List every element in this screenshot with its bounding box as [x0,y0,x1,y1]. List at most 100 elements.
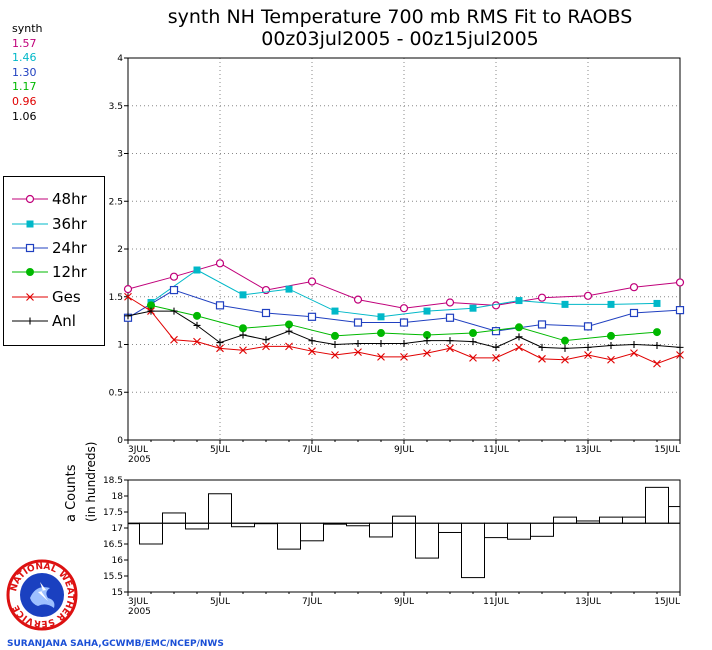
point-36hr [331,307,339,315]
legend-label-24hr: 24hr [52,239,87,257]
point-anl [676,343,684,351]
summary-stats: synth 1.57 1.46 1.30 1.17 0.96 1.06 [12,22,43,124]
point-anl [262,336,270,344]
point-24hr [215,301,225,310]
point-ges [308,347,316,356]
point-48hr [123,285,133,294]
logo-text: NATIONAL WEATHER SERVICE [9,562,75,628]
point-24hr [307,312,317,321]
point-ges [147,307,155,315]
point-12hr [653,328,661,337]
count-bar [185,522,209,530]
point-12hr [147,301,155,310]
count-bar [254,522,278,525]
count-bar [323,522,347,525]
point-anl [446,337,454,345]
point-anl [607,341,615,349]
series-line-ges [127,296,681,365]
counts-x-tick-label: 15JUL [654,597,680,607]
point-anl [423,337,431,345]
point-48hr [307,277,317,286]
point-36hr [515,297,523,305]
counts-y-tick-label: 17.5 [103,508,123,518]
point-48hr [583,291,593,300]
y-tick-label: 2.5 [109,197,123,207]
point-ges [607,355,615,364]
point-48hr [491,301,501,310]
point-ges [446,344,454,353]
stat-ges: 0.96 [12,94,37,108]
point-48hr [537,293,547,302]
point-anl [216,339,224,347]
point-12hr [193,311,201,320]
count-bar [645,486,669,524]
counts-y-tick-label: 16.5 [103,540,123,550]
point-24hr [445,313,455,322]
counts-x-tick-label: 9JUL [394,597,414,607]
x-tick-label: 3JUL [128,445,148,455]
legend-marker-24hr [25,243,35,253]
credit-line: SURANJANA SAHA,GCWMB/EMC/NCEP/NWS [7,639,224,649]
counts-x-tick-sublabel: 2005 [128,607,151,617]
stats-label: synth [12,22,43,35]
plot-frame [127,57,681,441]
point-ges [515,343,523,352]
point-anl [331,341,339,348]
point-ges [262,342,270,351]
legend-marker-ges [26,293,34,301]
chart-date-range: 00z03jul2005 - 00z15jul2005 [261,28,539,50]
point-48hr [215,259,225,268]
stat-48hr: 1.57 [12,36,37,50]
count-bar [599,516,623,524]
count-bar [208,493,232,524]
point-anl [630,341,638,348]
x-tick-label: 11JUL [483,445,509,455]
counts-y-tick-label: 15 [112,588,123,598]
stat-anl: 1.06 [12,109,37,123]
point-ges [400,353,408,361]
legend-marker-48hr [25,194,35,204]
y-tick-label: 1.5 [109,293,123,303]
point-48hr [261,285,271,295]
point-ges [331,351,339,359]
legend-marker-12hr [26,268,34,276]
point-anl [561,344,569,352]
point-anl [239,331,247,339]
stat-24hr: 1.30 [12,65,37,79]
point-ges [377,353,385,361]
point-anl [147,307,155,315]
point-ges [239,346,247,355]
y-tick-label: 3 [117,150,123,160]
count-bar [300,522,324,542]
point-ges [561,355,569,364]
point-36hr [193,266,201,274]
y-tick-label: 0 [117,436,123,446]
stat-36hr: 1.46 [12,51,37,65]
point-48hr [353,295,363,304]
count-bar [277,522,301,550]
point-anl [354,340,362,348]
count-bar [461,522,485,579]
legend: 48hr 36hr 24hr 12hr Ges Anl [3,176,105,346]
point-48hr [445,298,455,307]
point-ges [538,354,546,363]
point-ges [193,337,201,346]
point-36hr [607,300,615,308]
count-bar [346,522,370,527]
point-12hr [331,331,339,340]
point-anl [584,343,592,351]
point-12hr [607,331,615,340]
point-anl [170,307,178,315]
point-12hr [285,320,293,329]
count-bar [231,522,255,528]
legend-label-12hr: 12hr [52,263,87,281]
count-bar [622,516,646,524]
point-48hr [399,304,409,313]
point-anl [515,333,523,341]
legend-label-ges: Ges [52,288,81,306]
point-48hr [629,283,639,292]
count-bar [668,506,681,524]
point-ges [469,353,477,362]
